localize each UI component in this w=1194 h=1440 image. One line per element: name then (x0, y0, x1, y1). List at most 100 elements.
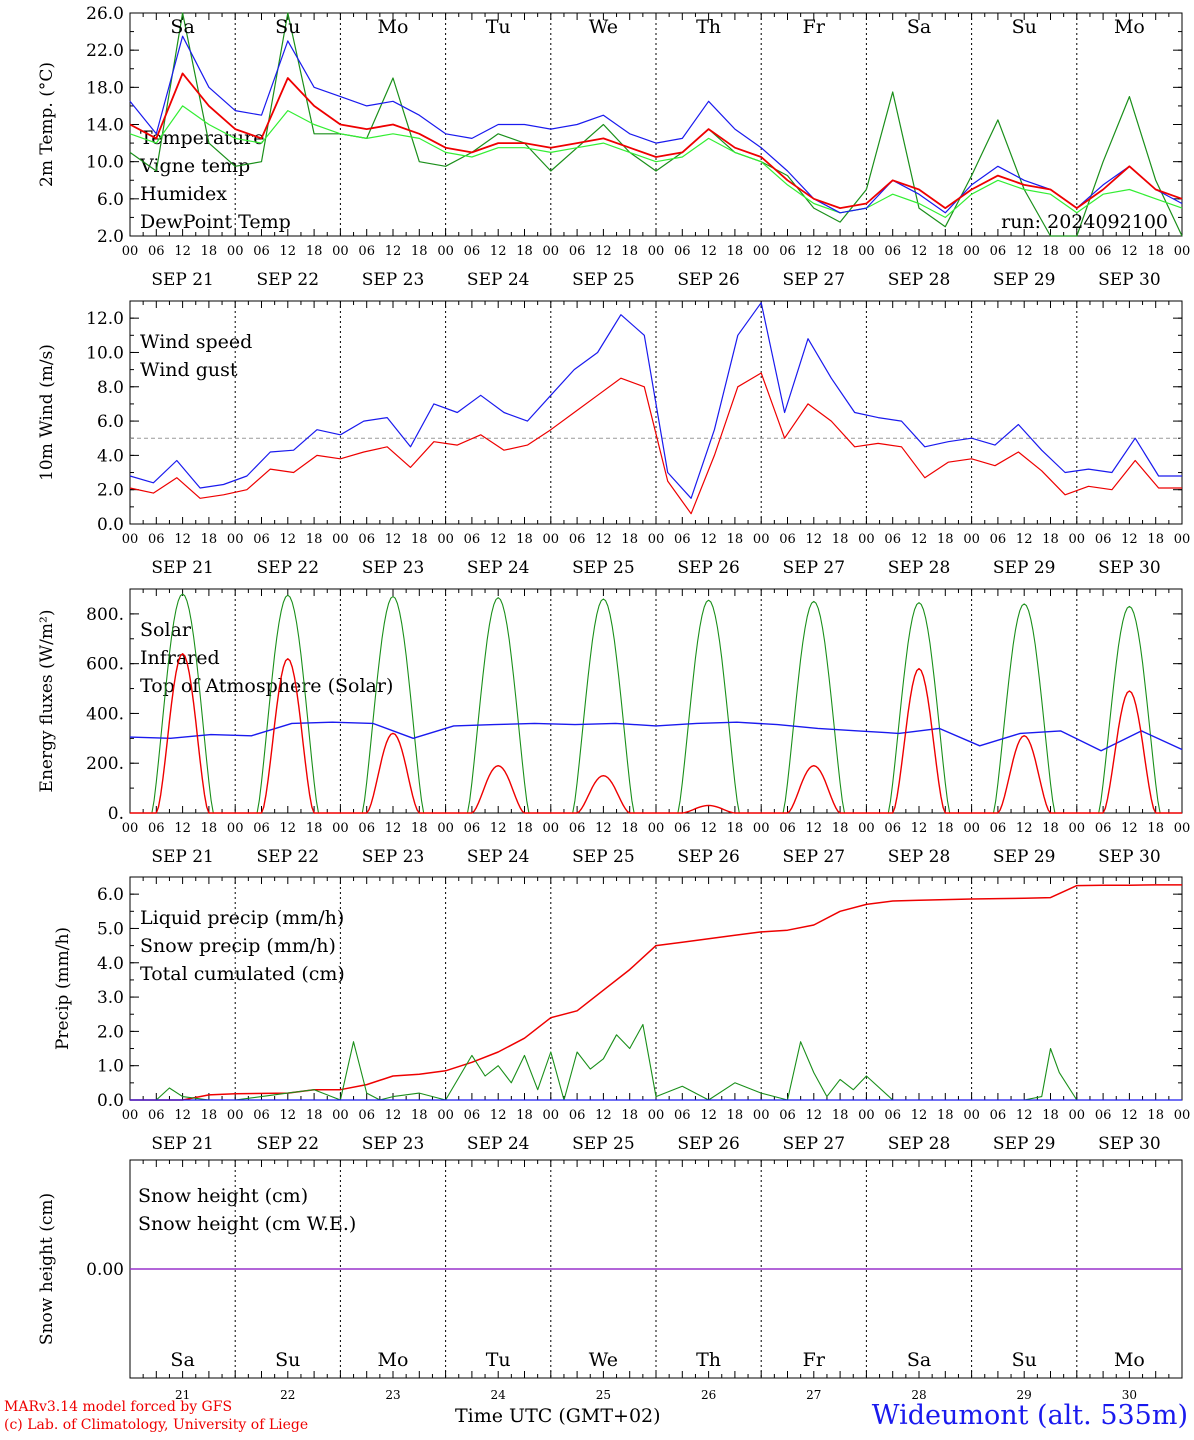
weekday-label: Sa (170, 1349, 194, 1371)
day-number-label: 30 (1122, 1388, 1137, 1402)
date-label: SEP 24 (467, 847, 530, 867)
hour-label: 18 (1042, 1108, 1059, 1123)
hour-label: 12 (806, 1108, 823, 1123)
hour-label: 00 (332, 532, 349, 547)
weekday-label: Sa (907, 16, 931, 38)
hour-label: 00 (122, 1108, 139, 1123)
panel-1: 2.0 6.0 10.0 14.0 18.0 22.0 26.0 2m Temp. (°C) 0… (37, 4, 1190, 290)
hour-label: 18 (411, 244, 428, 259)
hour-label: 12 (595, 532, 612, 547)
legend-entry: Vigne temp (139, 155, 250, 177)
hour-label: 18 (937, 532, 954, 547)
hour-label: 00 (1069, 1108, 1086, 1123)
hour-label: 06 (464, 532, 481, 547)
hour-label: 06 (253, 1108, 270, 1123)
series-wind-gust (129, 302, 1182, 499)
date-label: SEP 28 (888, 270, 951, 290)
x-axis-title: Time UTC (GMT+02) (455, 1405, 661, 1427)
hour-label: 06 (253, 532, 270, 547)
legend-entry: Snow height (cm) (138, 1185, 308, 1207)
weekday-label: Mo (1114, 16, 1145, 38)
day-number-label: 26 (701, 1388, 716, 1402)
hour-label: 12 (911, 821, 928, 836)
date-label: SEP 23 (362, 270, 425, 290)
hour-label: 06 (674, 532, 691, 547)
credits: MARv3.14 model forced by GFS (c) Lab. of… (4, 1398, 308, 1434)
panel-2: 0.0 2.0 4.0 6.0 8.0 10.0 12.0 10m Wind (m/s) 00 0… (37, 300, 1190, 578)
date-label: SEP 25 (572, 1134, 635, 1154)
series-total-cumulated-cm- (130, 884, 1182, 1101)
hour-label: 12 (490, 1108, 507, 1123)
hour-label: 18 (1042, 244, 1059, 259)
hour-label: 06 (779, 532, 796, 547)
hour-label: 00 (437, 244, 454, 259)
weekday-label: Th (696, 1349, 721, 1371)
hour-label: 00 (227, 821, 244, 836)
hour-label: 00 (1174, 821, 1191, 836)
hour-label: 00 (1174, 1108, 1191, 1123)
hour-label: 12 (490, 244, 507, 259)
date-label: SEP 24 (467, 558, 530, 578)
date-label: SEP 24 (467, 1134, 530, 1154)
hour-label: 06 (569, 821, 586, 836)
hour-label: 12 (700, 532, 717, 547)
series-vigne-temp (129, 12, 1183, 237)
hour-label: 06 (884, 532, 901, 547)
weekday-label: We (589, 16, 618, 38)
hour-label: 12 (1121, 532, 1138, 547)
hour-label: 06 (884, 821, 901, 836)
day-number-label: 21 (175, 1388, 190, 1402)
y-axis-label: Precip (mm/h) (53, 927, 73, 1050)
date-label: SEP 24 (467, 270, 530, 290)
hour-label: 12 (490, 532, 507, 547)
y-tick-label: 0.0 (97, 1091, 124, 1111)
hour-label: 06 (884, 244, 901, 259)
hour-label: 06 (1095, 244, 1112, 259)
y-tick-label: 0.00 (86, 1260, 124, 1280)
hour-label: 12 (1121, 244, 1138, 259)
y-tick-label: 0. (108, 804, 124, 824)
y-tick-label: 4.0 (97, 446, 124, 466)
hour-label: 12 (806, 244, 823, 259)
hour-label: 00 (332, 244, 349, 259)
hour-label: 18 (201, 821, 218, 836)
hour-label: 18 (516, 532, 533, 547)
y-axis-label: 10m Wind (m/s) (37, 344, 57, 481)
hour-label: 00 (858, 1108, 875, 1123)
hour-label: 00 (858, 532, 875, 547)
hour-label: 06 (569, 1108, 586, 1123)
date-label: SEP 30 (1098, 847, 1161, 867)
panel-5: 0.00 Snow height (cm) Snow height (cm) Snow… (37, 1159, 1183, 1402)
weekday-label: Sa (170, 16, 194, 38)
hour-label: 12 (700, 821, 717, 836)
hour-label: 18 (832, 1108, 849, 1123)
hour-label: 18 (1147, 532, 1164, 547)
hour-label: 18 (832, 244, 849, 259)
date-label: SEP 27 (783, 558, 846, 578)
date-label: SEP 25 (572, 847, 635, 867)
date-label: SEP 25 (572, 558, 635, 578)
hour-label: 18 (411, 532, 428, 547)
day-number-label: 24 (491, 1388, 507, 1402)
legend-entry: Wind speed (140, 331, 252, 353)
hour-label: 18 (306, 244, 323, 259)
weekday-label: Su (275, 1349, 300, 1371)
hour-label: 12 (490, 821, 507, 836)
day-number-label: 29 (1017, 1388, 1032, 1402)
hour-label: 00 (963, 532, 980, 547)
date-label: SEP 27 (783, 847, 846, 867)
y-tick-label: 10.0 (86, 153, 124, 173)
y-tick-label: 2.0 (97, 1022, 124, 1042)
legend-entry: Humidex (140, 183, 227, 205)
legend-entry: Solar (140, 619, 192, 641)
hour-label: 06 (779, 1108, 796, 1123)
y-tick-label: 400. (86, 704, 124, 724)
hour-label: 00 (648, 821, 665, 836)
series-dewpoint-temp (129, 105, 1183, 218)
date-label: SEP 29 (993, 847, 1056, 867)
hour-label: 00 (963, 821, 980, 836)
hour-label: 06 (464, 821, 481, 836)
hour-label: 12 (595, 821, 612, 836)
y-tick-label: 2.0 (97, 481, 124, 501)
hour-label: 00 (227, 532, 244, 547)
